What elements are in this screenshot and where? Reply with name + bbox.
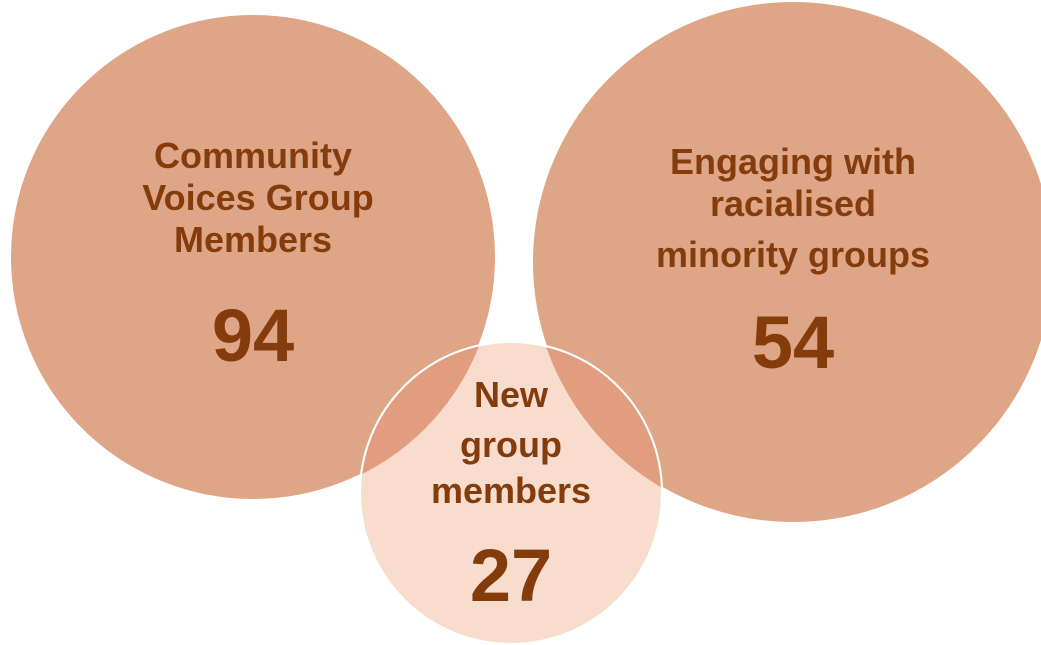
racialised-value: 54 bbox=[752, 301, 834, 384]
community-label-line-1: Community bbox=[154, 135, 352, 176]
new-members-label-line-2: group bbox=[460, 424, 562, 465]
racialised-label-line-3: minority groups bbox=[656, 234, 930, 275]
new-members-label-line-3: members bbox=[431, 470, 591, 511]
community-label-line-3: Members bbox=[174, 219, 332, 260]
circle-racialised-minority bbox=[531, 0, 1041, 524]
overlap-right bbox=[532, 342, 662, 523]
community-label-line-2: Voices Group bbox=[142, 177, 373, 218]
racialised-label-line-1: Engaging with bbox=[670, 141, 916, 182]
circle-new-members-outline bbox=[359, 341, 663, 645]
circle-community-voices bbox=[9, 13, 497, 501]
new-members-value: 27 bbox=[470, 534, 552, 617]
new-members-label-line-1: New bbox=[474, 374, 549, 415]
racialised-label-line-2: racialised bbox=[710, 183, 876, 224]
community-value: 94 bbox=[212, 294, 294, 377]
